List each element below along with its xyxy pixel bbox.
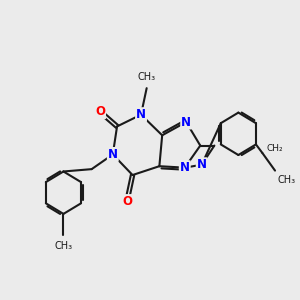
Text: O: O bbox=[122, 195, 132, 208]
Text: N: N bbox=[108, 148, 118, 161]
Text: N: N bbox=[197, 158, 207, 171]
Text: O: O bbox=[95, 105, 105, 118]
Text: N: N bbox=[181, 116, 191, 128]
Text: CH₃: CH₃ bbox=[54, 241, 73, 251]
Text: N: N bbox=[136, 108, 146, 121]
Text: N: N bbox=[180, 161, 190, 174]
Text: CH₃: CH₃ bbox=[278, 175, 296, 185]
Text: CH₃: CH₃ bbox=[138, 72, 156, 82]
Text: CH₂: CH₂ bbox=[267, 144, 283, 153]
